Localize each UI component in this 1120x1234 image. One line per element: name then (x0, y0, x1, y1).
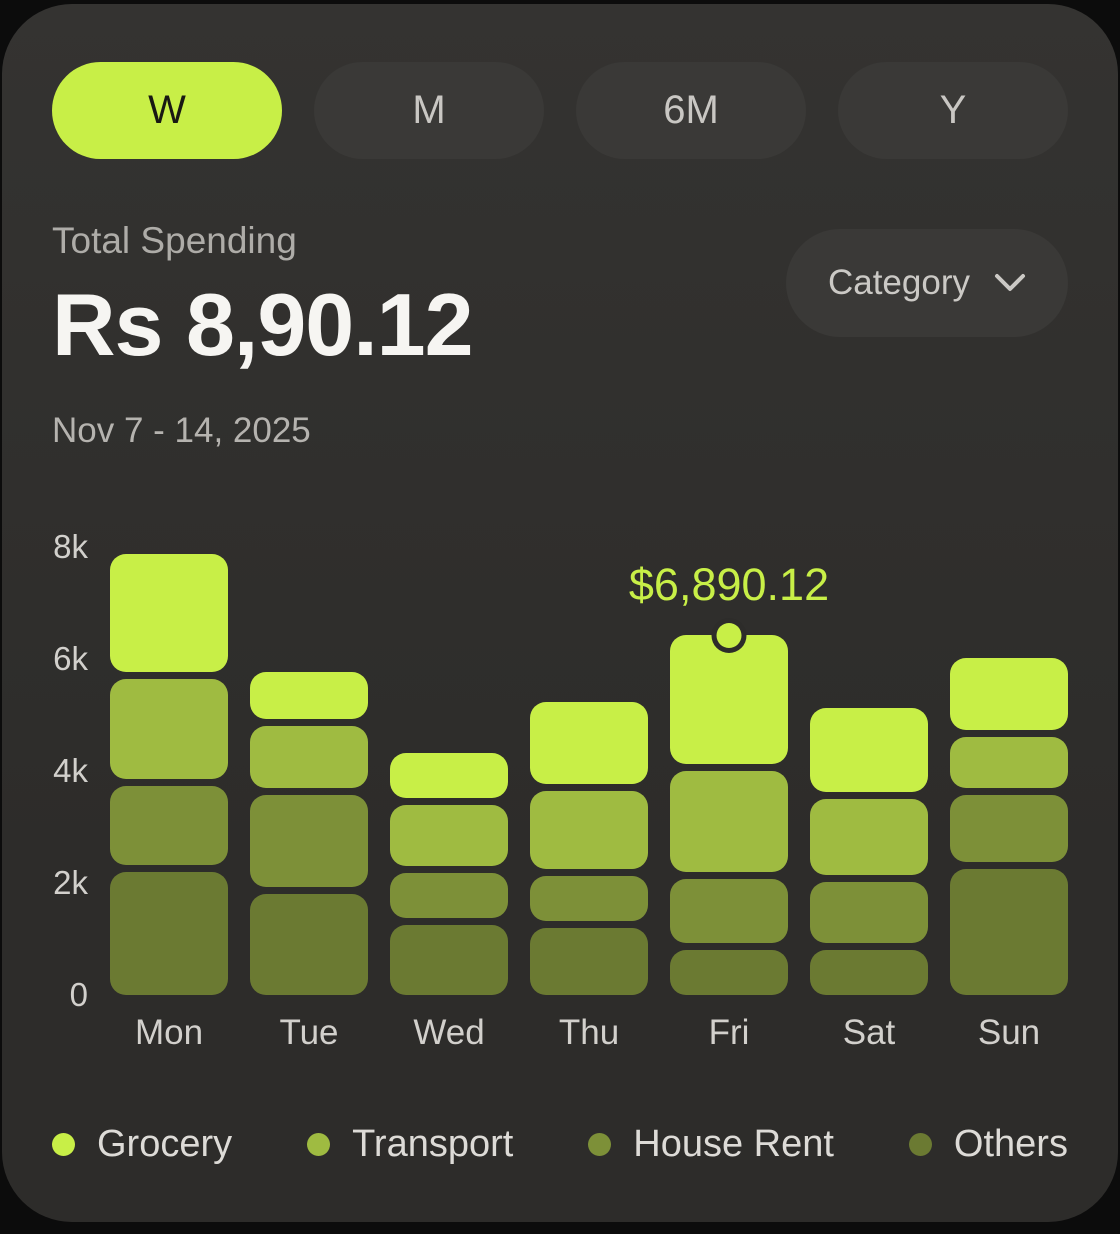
bar-segment-others-fri (670, 950, 788, 995)
x-axis-label-sun: Sun (977, 1013, 1041, 1052)
y-axis-tick-4k: 4k (53, 752, 88, 789)
tab-w[interactable]: W (52, 62, 282, 159)
bar-segment-transport-thu (530, 790, 648, 870)
y-axis-tick-8k: 8k (53, 528, 88, 565)
tab-6m[interactable]: 6M (576, 62, 806, 159)
bar-segment-house-rent-sun (950, 794, 1068, 862)
header-left: Total Spending Rs 8,90.12 Nov 7 - 14, 20… (52, 219, 474, 453)
tab-m[interactable]: M (314, 62, 544, 159)
bar-segment-grocery-mon (110, 554, 228, 672)
legend-item-grocery: Grocery (52, 1123, 232, 1166)
x-axis-label-tue: Tue (279, 1013, 339, 1052)
legend: Grocery Transport House Rent Others (52, 1123, 1068, 1166)
spending-chart: 8k 6k 4k 2k 0 $6,890.12 (52, 528, 1068, 1013)
bar-column-sat[interactable] (810, 547, 928, 995)
legend-label-others: Others (953, 1123, 1068, 1165)
bar-segment-others-sun (950, 869, 1068, 995)
bar-segment-grocery-sat (810, 708, 928, 793)
legend-dot-others (908, 1133, 932, 1156)
bar-segment-grocery-fri (670, 635, 788, 765)
x-axis-label-sat: Sat (842, 1013, 896, 1052)
spending-card: W M 6M Y Total Spending Rs 8,90.12 Nov 7 - … (2, 4, 1118, 1222)
legend-item-others: Others (908, 1123, 1068, 1166)
y-axis-tick-0: 0 (69, 976, 88, 1013)
legend-item-transport: Transport (307, 1123, 513, 1166)
bar-segment-grocery-tue (250, 671, 368, 720)
bars-plot: $6,890.12 (110, 547, 1068, 995)
bar-segment-transport-mon (110, 678, 228, 780)
legend-label-grocery: Grocery (97, 1123, 233, 1165)
x-axis-label-thu: Thu (558, 1013, 620, 1052)
bar-segment-transport-wed (390, 804, 508, 867)
legend-dot-house-rent (588, 1133, 612, 1156)
x-axis-label-wed: Wed (413, 1013, 485, 1052)
bar-segment-others-thu (530, 927, 648, 995)
legend-dot-transport (307, 1133, 331, 1156)
bar-segment-house-rent-fri (670, 878, 788, 944)
date-range: Nov 7 - 14, 2025 (52, 411, 311, 450)
bar-segment-others-mon (110, 871, 228, 995)
bar-segment-grocery-wed (390, 752, 508, 798)
bar-segment-house-rent-mon (110, 786, 228, 865)
bar-segment-transport-fri (670, 771, 788, 872)
category-dropdown-label: Category (827, 263, 970, 302)
bar-segment-others-sat (810, 950, 928, 995)
y-axis: 8k 6k 4k 2k 0 (52, 528, 88, 1013)
bar-segment-house-rent-wed (390, 873, 508, 918)
bar-column-wed[interactable] (390, 547, 508, 995)
bar-segment-house-rent-thu (530, 876, 648, 921)
selection-dot-marker (716, 623, 742, 649)
x-axis-labels: Mon Tue Wed Thu Fri Sat Sun (110, 1013, 1068, 1053)
category-dropdown[interactable]: Category (785, 229, 1068, 337)
total-amount: Rs 8,90.12 (52, 275, 474, 374)
bar-column-thu[interactable] (530, 547, 648, 995)
period-tabs: W M 6M Y (52, 62, 1068, 159)
bar-segment-others-tue (250, 894, 368, 995)
bar-column-mon[interactable] (110, 547, 228, 995)
header: Total Spending Rs 8,90.12 Nov 7 - 14, 20… (52, 219, 1068, 453)
y-axis-tick-2k: 2k (53, 864, 88, 901)
bar-column-tue[interactable] (250, 547, 368, 995)
bar-segment-grocery-thu (530, 702, 648, 784)
bar-column-fri[interactable]: $6,890.12 (629, 547, 829, 995)
bar-segment-grocery-sun (950, 657, 1068, 731)
bar-segment-house-rent-sat (810, 881, 928, 944)
bar-segment-house-rent-tue (250, 794, 368, 888)
legend-dot-grocery (52, 1133, 75, 1156)
tab-y[interactable]: Y (838, 62, 1068, 159)
total-spending-label: Total Spending (52, 220, 297, 261)
bar-segment-others-wed (390, 925, 508, 995)
x-axis-label-fri: Fri (708, 1013, 750, 1052)
bar-segment-transport-tue (250, 726, 368, 788)
bar-segment-transport-sat (810, 799, 928, 875)
bar-column-sun[interactable] (950, 547, 1068, 995)
selected-value-label: $6,890.12 (628, 559, 830, 611)
legend-label-transport: Transport (352, 1123, 514, 1165)
bar-segment-transport-sun (950, 737, 1068, 788)
y-axis-tick-6k: 6k (53, 640, 88, 677)
legend-item-house-rent: House Rent (588, 1123, 834, 1166)
legend-label-house-rent: House Rent (633, 1123, 834, 1165)
chevron-down-icon (994, 273, 1026, 293)
x-axis-label-mon: Mon (134, 1013, 204, 1052)
